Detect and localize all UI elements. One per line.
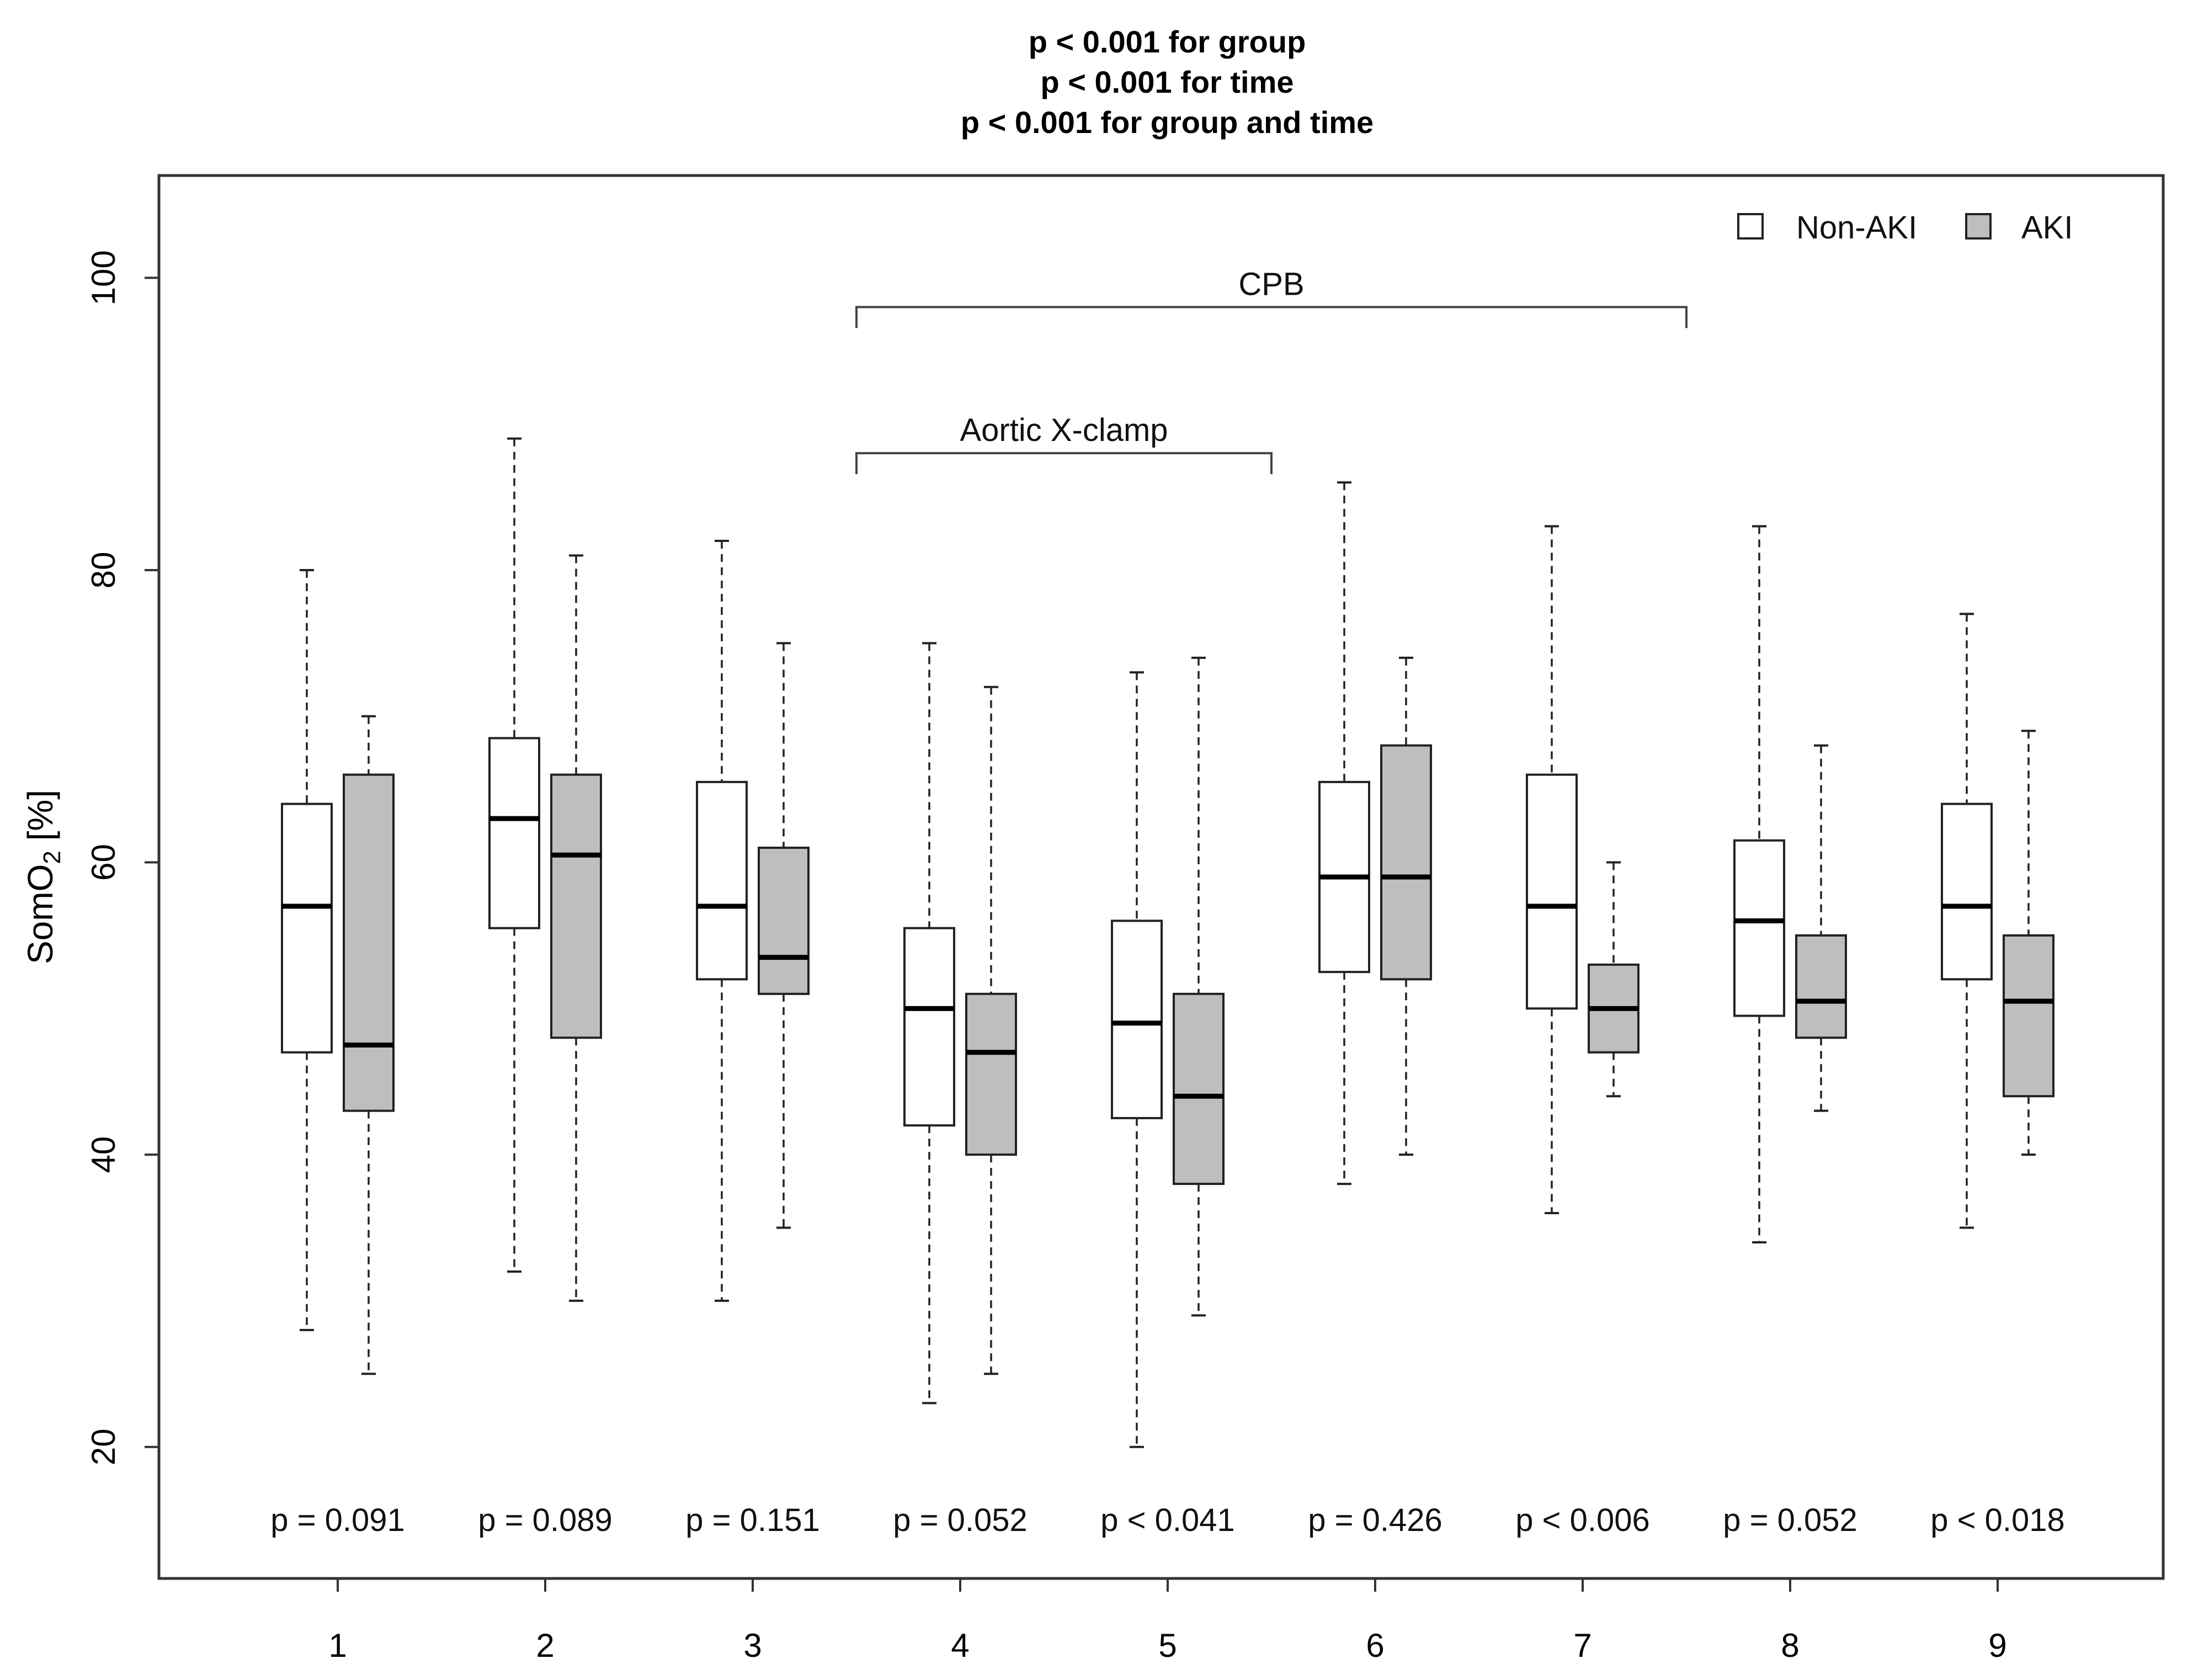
iqr-box [1173, 992, 1225, 1185]
x-tick-label: 7 [1573, 1627, 1591, 1664]
iqr-box [758, 847, 810, 995]
y-tick-label: 80 [85, 552, 122, 589]
y-axis-label-main: SomO [20, 864, 60, 964]
bracket-aortic-x-clamp [855, 452, 1273, 475]
iqr-box [488, 737, 540, 929]
iqr-box [1795, 934, 1847, 1039]
box-non-aki-1 [281, 568, 333, 1331]
y-tick-label: 20 [85, 1428, 122, 1465]
box-aki-5 [1173, 656, 1225, 1317]
pvalue-label-2: p = 0.089 [478, 1502, 613, 1538]
legend-swatch-aki [1965, 213, 1992, 240]
y-tick-label: 40 [85, 1136, 122, 1173]
chart-title: p < 0.001 for group p < 0.001 for time p… [961, 24, 1374, 140]
legend-label-non-aki: Non-AKI [1796, 210, 1917, 246]
iqr-box [696, 780, 748, 981]
iqr-box [1733, 839, 1785, 1017]
x-tick-label: 1 [328, 1627, 347, 1664]
y-axis-label: SomO2 [%] [20, 790, 66, 964]
x-tick-label: 2 [536, 1627, 554, 1664]
x-axis: 1 2 3 4 5 6 7 8 9 [328, 1578, 2007, 1664]
box-aki-4 [965, 685, 1017, 1375]
x-tick-label: 6 [1366, 1627, 1384, 1664]
x-tick-label: 8 [1781, 1627, 1799, 1664]
iqr-box [343, 773, 395, 1112]
bracket-label-cpb: CPB [1238, 266, 1304, 302]
legend-swatch-non-aki [1737, 213, 1764, 240]
box-aki-1 [343, 715, 395, 1375]
iqr-box [1941, 802, 1993, 981]
pvalue-label-7: p < 0.006 [1515, 1502, 1650, 1538]
iqr-box [2003, 934, 2054, 1098]
pvalue-label-4: p = 0.052 [893, 1502, 1028, 1538]
box-aki-8 [1795, 744, 1847, 1112]
pvalue-labels: p = 0.091 p = 0.089 p = 0.151 p = 0.052 p < … [270, 1502, 2065, 1538]
box-aki-7 [1588, 861, 1640, 1098]
box-non-aki-5 [1111, 671, 1163, 1448]
bracket-label-aortic-x-clamp: Aortic X-clamp [960, 412, 1168, 448]
box-series [281, 437, 2054, 1448]
pvalue-label-5: p < 0.041 [1100, 1502, 1235, 1538]
y-axis-label-subscript: 2 [39, 850, 66, 864]
x-tick-label: 4 [951, 1627, 969, 1664]
pvalue-label-9: p < 0.018 [1930, 1502, 2065, 1538]
iqr-box [903, 927, 955, 1127]
box-non-aki-6 [1318, 481, 1370, 1185]
title-line-1: p < 0.001 for group [1029, 24, 1306, 59]
box-aki-3 [758, 642, 810, 1229]
pvalue-label-1: p = 0.091 [270, 1502, 405, 1538]
box-non-aki-8 [1733, 525, 1785, 1243]
y-tick-label: 100 [85, 250, 122, 305]
box-non-aki-9 [1941, 613, 1993, 1229]
iqr-box [550, 773, 602, 1039]
pvalue-label-6: p = 0.426 [1308, 1502, 1442, 1538]
box-non-aki-7 [1526, 525, 1578, 1215]
y-tick-label: 60 [85, 844, 122, 881]
box-aki-9 [2003, 730, 2054, 1156]
iqr-box [1111, 919, 1163, 1119]
title-line-3: p < 0.001 for group and time [961, 105, 1374, 140]
iqr-box [1380, 744, 1432, 981]
iqr-box [281, 802, 333, 1054]
plot-area-frame [157, 174, 2165, 1580]
pvalue-label-8: p = 0.052 [1723, 1502, 1857, 1538]
pvalue-label-3: p = 0.151 [685, 1502, 820, 1538]
box-non-aki-2 [488, 437, 540, 1273]
x-tick-label: 5 [1158, 1627, 1177, 1664]
title-line-2: p < 0.001 for time [1040, 65, 1294, 99]
x-tick-label: 9 [1988, 1627, 2006, 1664]
legend: Non-AKI AKI [1737, 210, 2073, 246]
y-axis: 20 40 60 80 100 [85, 250, 160, 1465]
iqr-box [1526, 773, 1578, 1010]
iqr-box [965, 992, 1017, 1156]
x-tick-label: 3 [743, 1627, 762, 1664]
y-axis-label-unit: [%] [20, 790, 60, 850]
legend-label-aki: AKI [2021, 210, 2073, 246]
bracket-cpb [855, 306, 1688, 328]
box-aki-6 [1380, 656, 1432, 1156]
phase-annotations: CPB Aortic X-clamp [855, 266, 1688, 475]
box-non-aki-3 [696, 539, 748, 1302]
box-non-aki-4 [903, 642, 955, 1405]
box-aki-2 [550, 554, 602, 1302]
